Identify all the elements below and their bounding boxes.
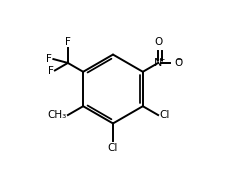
Text: O: O — [174, 58, 182, 68]
Text: F: F — [65, 36, 70, 46]
Text: N: N — [153, 58, 162, 68]
Text: −: − — [174, 55, 181, 64]
Text: Cl: Cl — [158, 110, 169, 120]
Text: CH₃: CH₃ — [47, 110, 67, 120]
Text: O: O — [153, 36, 162, 46]
Text: F: F — [46, 54, 52, 64]
Text: +: + — [158, 55, 164, 64]
Text: F: F — [47, 66, 53, 76]
Text: Cl: Cl — [107, 143, 118, 153]
